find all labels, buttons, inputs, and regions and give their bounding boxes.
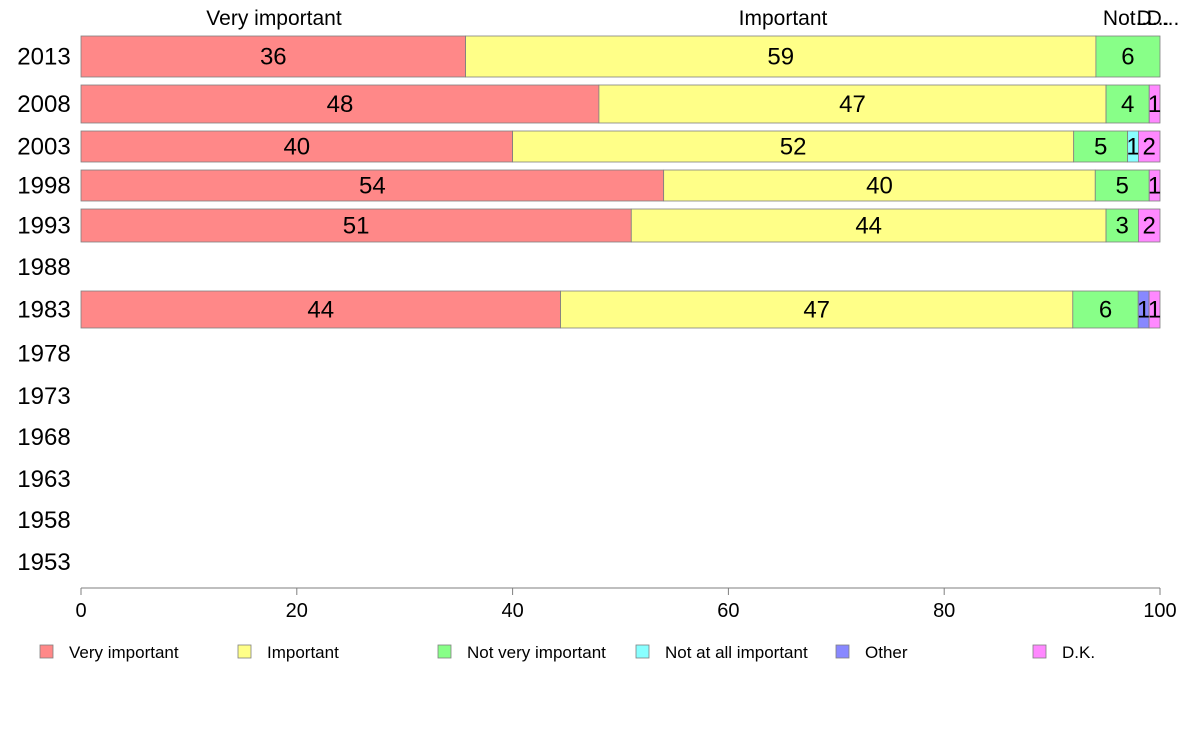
x-axis: 0 20 40 60 80 100 <box>75 587 1177 622</box>
legend-swatch-other <box>835 644 850 659</box>
bars: 36 59 648 47 4 140 52 5 1 254 40 5 151 44 3 244 47 6 11 <box>80 35 1161 329</box>
bar-1998-not-very-important <box>1094 169 1150 202</box>
data-label-2003-5: 2 <box>1143 134 1156 161</box>
bar-2003-d-k- <box>1138 130 1161 163</box>
x-tick-label-40: 40 <box>501 600 523 622</box>
x-tick-label-80: 80 <box>933 600 955 622</box>
data-label-1993-5: 2 <box>1143 213 1156 240</box>
data-label-2008-2: 4 <box>1121 91 1134 118</box>
data-label-2013-2: 6 <box>1121 44 1134 71</box>
bar-1998-important <box>663 169 1096 202</box>
data-label-1993-1: 44 <box>855 213 882 240</box>
data-label-2008-5: 1 <box>1148 91 1161 118</box>
legend-swatch-d-k- <box>1032 644 1047 659</box>
data-label-2008-0: 48 <box>327 91 354 118</box>
x-tick-label-20: 20 <box>286 600 308 622</box>
bar-2013-not-very-important <box>1095 35 1161 78</box>
legend-label-not-very-important: Not very important <box>467 643 606 662</box>
year-label-2003: 2003 <box>17 134 70 161</box>
data-label-2008-1: 47 <box>839 91 866 118</box>
data-label-1983-5: 1 <box>1148 297 1161 324</box>
year-label-1953: 1953 <box>17 549 70 576</box>
legend-label-d-k-: D.K. <box>1062 643 1095 662</box>
bar-2008-very-important <box>80 84 600 124</box>
bar-2003-very-important <box>80 130 514 163</box>
bar-2008-important <box>598 84 1107 124</box>
top-labels: Very important Important Not...D...D... <box>206 7 1179 30</box>
year-label-1973: 1973 <box>17 383 70 410</box>
year-label-2013: 2013 <box>17 44 70 71</box>
x-tick-label-100: 100 <box>1143 600 1176 622</box>
data-label-1998-0: 54 <box>359 173 386 200</box>
bar-1998-very-important <box>80 169 665 202</box>
top-label-0: Very important <box>206 7 342 30</box>
bar-2008-d-k- <box>1148 84 1161 124</box>
data-label-1983-4: 1 <box>1137 297 1150 324</box>
data-label-1993-2: 3 <box>1116 213 1129 240</box>
bar-1993-very-important <box>80 208 632 243</box>
year-label-1958: 1958 <box>17 507 70 534</box>
data-label-1998-2: 5 <box>1116 173 1129 200</box>
data-label-2013-1: 59 <box>767 44 794 71</box>
legend-label-very-important: Very important <box>69 643 179 662</box>
bar-1993-important <box>630 208 1107 243</box>
bar-1983-d-k- <box>1148 290 1161 329</box>
legend-swatch-not-at-all-important <box>635 644 650 659</box>
data-label-1983-1: 47 <box>803 297 830 324</box>
data-label-1998-5: 1 <box>1148 173 1161 200</box>
data-label-1993-0: 51 <box>343 213 370 240</box>
data-label-2013-0: 36 <box>260 44 287 71</box>
year-label-1968: 1968 <box>17 424 70 451</box>
year-label-1963: 1963 <box>17 466 70 493</box>
legend-label-other: Other <box>865 643 908 662</box>
bar-1993-not-very-important <box>1105 208 1139 243</box>
legend-swatch-not-very-important <box>437 644 452 659</box>
top-label-3: D... <box>1137 7 1170 30</box>
year-label-2008: 2008 <box>17 91 70 118</box>
bar-2013-very-important <box>80 35 466 78</box>
year-label-1983: 1983 <box>17 297 70 324</box>
legend-label-important: Important <box>267 643 339 662</box>
data-label-1998-1: 40 <box>866 173 893 200</box>
year-label-1988: 1988 <box>17 254 70 281</box>
data-label-2003-0: 40 <box>283 134 310 161</box>
data-label-1983-2: 6 <box>1099 297 1112 324</box>
data-label-2003-1: 52 <box>780 134 807 161</box>
legend-label-not-at-all-important: Not at all important <box>665 643 808 662</box>
bar-2003-not-very-important <box>1073 130 1129 163</box>
legend-swatch-important <box>237 644 252 659</box>
year-label-1998: 1998 <box>17 173 70 200</box>
top-label-2: Not... <box>1103 7 1153 30</box>
year-label-1978: 1978 <box>17 341 70 368</box>
x-tick-label-0: 0 <box>75 600 86 622</box>
year-label-1993: 1993 <box>17 213 70 240</box>
x-tick-label-60: 60 <box>717 600 739 622</box>
year-labels: 2013 2008 2003 1998 1993 1988 1983 1978 1973 1968… <box>17 44 70 577</box>
bar-2008-not-very-important <box>1105 84 1150 124</box>
bar-1998-d-k- <box>1148 169 1161 202</box>
data-label-1983-0: 44 <box>307 297 334 324</box>
legend-swatch-very-important <box>39 644 54 659</box>
top-label-1: Important <box>739 7 828 30</box>
bar-1993-d-k- <box>1138 208 1161 243</box>
data-label-2003-2: 5 <box>1094 134 1107 161</box>
top-label-4: D... <box>1147 7 1180 30</box>
bar-1983-not-very-important <box>1072 290 1139 329</box>
data-label-2003-3: 1 <box>1126 134 1139 161</box>
bar-1983-important <box>560 290 1074 329</box>
legend: Very important Important Not very importan… <box>39 643 1095 662</box>
bar-1983-very-important <box>80 290 561 329</box>
